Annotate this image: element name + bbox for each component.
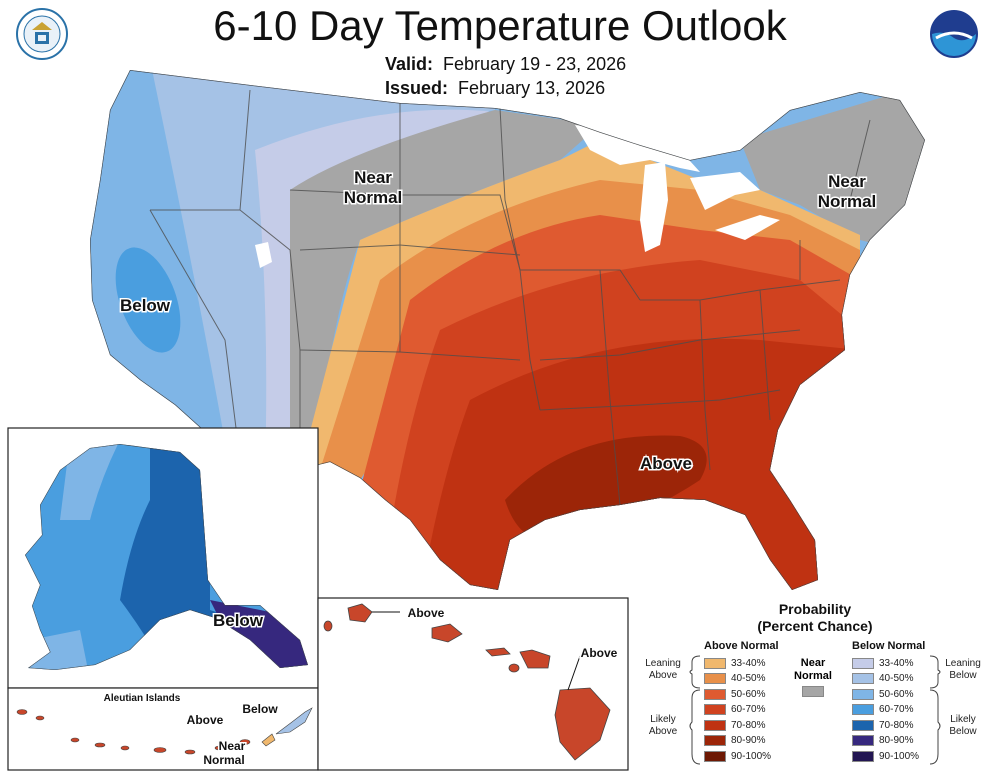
legend-likely-above: Likely Above xyxy=(640,714,686,738)
issued-value: February 13, 2026 xyxy=(458,78,606,98)
issued-label: Issued: xyxy=(385,78,449,98)
legend-below-swatch xyxy=(852,735,874,746)
legend-below-swatch xyxy=(852,657,874,669)
commerce-seal-icon xyxy=(16,8,68,60)
legend-above-label: 60-70% xyxy=(731,704,766,715)
issued-date: Issued: February 13, 2026 xyxy=(385,78,605,99)
leaning-above-line2: Above xyxy=(648,670,678,681)
hawaii-islands xyxy=(323,603,611,761)
legend-above-swatch xyxy=(704,704,726,715)
legend-near-swatch xyxy=(802,686,824,697)
legend-above-swatch xyxy=(704,750,726,762)
label-aleutian-above: Above xyxy=(187,713,224,727)
legend-above-label: 33-40% xyxy=(731,657,766,669)
legend-below-label: 60-70% xyxy=(879,704,914,715)
legend-below-row: 33-40% xyxy=(852,657,913,669)
legend-above-swatch xyxy=(704,657,726,669)
valid-dates: Valid: February 19 - 23, 2026 xyxy=(385,54,626,75)
legend-above-row: 33-40% xyxy=(704,657,765,669)
label-hawaii-above-1: Above xyxy=(408,606,445,620)
legend-below-row: 50-60% xyxy=(852,688,913,700)
legend-below-swatch xyxy=(852,688,874,700)
legend-title-line2: (Percent Chance) xyxy=(757,618,873,634)
label-near-ne-line1: Near xyxy=(828,172,866,191)
leaning-below-line1: Leaning xyxy=(945,658,981,669)
legend-above-row: 90-100% xyxy=(704,750,771,762)
legend-leaning-below: Leaning Below xyxy=(940,658,986,682)
label-hawaii-above-2: Above xyxy=(581,646,618,660)
aleutian-islands xyxy=(16,709,251,755)
label-aleutian-title: Aleutian Islands xyxy=(104,693,181,704)
legend-below-swatch xyxy=(852,704,874,715)
label-below-conus: Below xyxy=(120,296,171,315)
legend-below-row: 40-50% xyxy=(852,673,913,685)
legend-below-swatch xyxy=(852,673,874,684)
label-near-west-line1: Near xyxy=(354,168,392,187)
legend-below-label: 80-90% xyxy=(879,735,914,746)
legend-above-row: 70-80% xyxy=(704,719,765,731)
legend-above-label: 80-90% xyxy=(731,735,766,746)
noaa-logo-icon xyxy=(928,8,980,60)
legend-below-row: 80-90% xyxy=(852,735,913,747)
legend-above-label: 70-80% xyxy=(731,719,766,731)
legend-below-label: 33-40% xyxy=(879,657,914,669)
label-above-conus: Above xyxy=(640,454,692,473)
label-aleutian-near-line2: Normal xyxy=(203,753,244,767)
state-boundaries xyxy=(149,89,871,506)
legend-leaning-above: Leaning Above xyxy=(640,658,686,682)
valid-value: February 19 - 23, 2026 xyxy=(443,54,627,74)
legend-above-label: 40-50% xyxy=(731,673,766,684)
legend-near-line1: Near xyxy=(800,657,826,669)
legend-below-row: 60-70% xyxy=(852,704,913,716)
label-aleutian-near-line1: Near xyxy=(219,739,246,753)
legend-above-row: 80-90% xyxy=(704,735,765,747)
label-near-west-line2: Normal xyxy=(344,188,403,207)
legend-below-label: 50-60% xyxy=(879,688,914,700)
legend-below-swatch xyxy=(852,719,874,731)
legend-below-header: Below Normal xyxy=(852,640,926,652)
legend-likely-below: Likely Below xyxy=(940,714,986,738)
label-aleutian-below: Below xyxy=(242,702,278,716)
valid-label: Valid: xyxy=(385,54,434,74)
legend-above-row: 40-50% xyxy=(704,673,765,685)
likely-above-line2: Above xyxy=(648,726,678,737)
legend-below-row: 70-80% xyxy=(852,719,913,731)
legend-above-swatch xyxy=(704,673,726,684)
legend-above-swatch xyxy=(704,719,726,731)
likely-below-line2: Below xyxy=(949,726,977,737)
legend-below-row: 90-100% xyxy=(852,750,919,762)
legend-below-label: 40-50% xyxy=(879,673,914,684)
aleutian-inset xyxy=(7,687,319,771)
likely-above-line1: Likely xyxy=(650,714,676,725)
legend-above-header: Above Normal xyxy=(704,640,779,652)
legend-title: Probability (Percent Chance) xyxy=(740,601,890,635)
legend-above-swatch xyxy=(704,735,726,746)
legend-title-line1: Probability xyxy=(778,601,852,617)
legend-above-swatch xyxy=(704,688,726,700)
legend-above-label: 50-60% xyxy=(731,688,766,700)
page-title: 6-10 Day Temperature Outlook xyxy=(213,2,787,49)
legend-below-swatch xyxy=(852,750,874,762)
leaning-above-line1: Leaning xyxy=(645,658,681,669)
label-alaska-below: Below xyxy=(213,611,264,630)
likely-below-line1: Likely xyxy=(950,714,976,725)
legend-above-row: 60-70% xyxy=(704,704,765,716)
label-near-ne-line2: Normal xyxy=(818,192,877,211)
legend-above-label: 90-100% xyxy=(731,750,772,762)
legend-below-label: 90-100% xyxy=(879,750,920,762)
legend-above-row: 50-60% xyxy=(704,688,765,700)
legend-near-normal: Near Normal xyxy=(790,657,836,697)
hawaii-inset xyxy=(317,597,629,771)
legend-near-line2: Normal xyxy=(794,670,832,682)
legend-below-label: 70-80% xyxy=(879,719,914,731)
leaning-below-line2: Below xyxy=(949,670,977,681)
